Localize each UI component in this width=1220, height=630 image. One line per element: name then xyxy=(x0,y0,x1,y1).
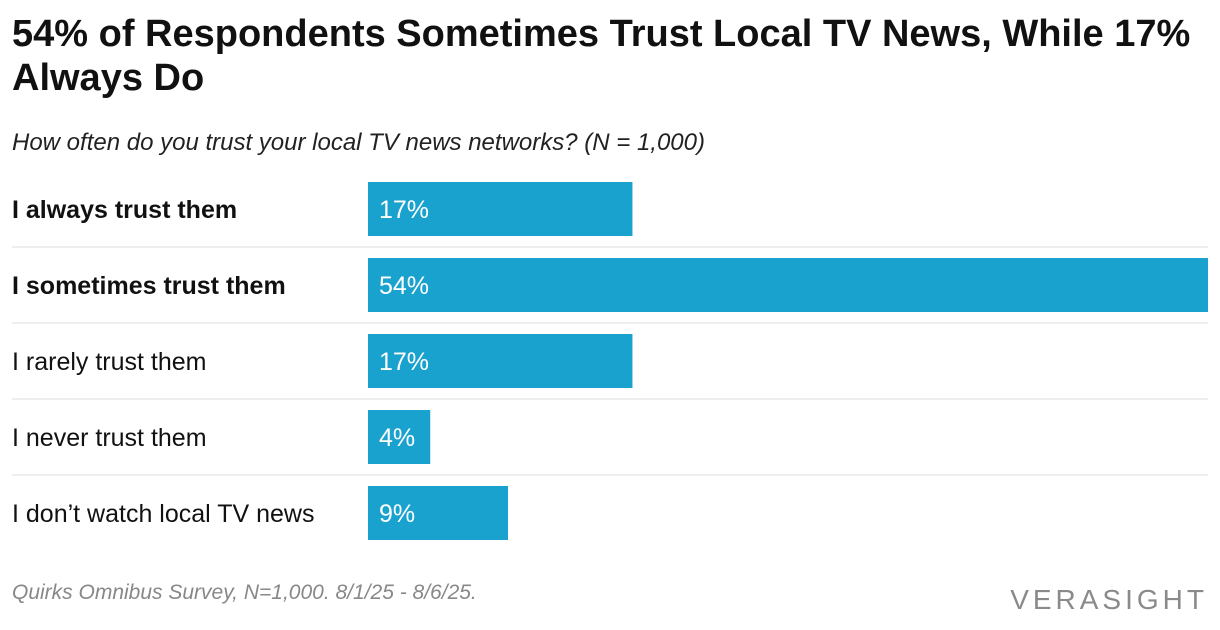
chart-subtitle: How often do you trust your local TV new… xyxy=(12,129,705,156)
category-label: I never trust them xyxy=(12,424,207,452)
bar xyxy=(368,182,633,236)
bar xyxy=(368,334,633,388)
bar-chart: I always trust them 17% I sometimes trust … xyxy=(12,182,1208,540)
value-label: 9% xyxy=(379,500,415,528)
value-label: 17% xyxy=(379,196,429,224)
brand-logo: VERASIGHT xyxy=(1010,584,1208,615)
category-label: I sometimes trust them xyxy=(12,272,286,300)
source-note: Quirks Omnibus Survey, N=1,000. 8/1/25 -… xyxy=(12,581,477,604)
chart-title: 54% of Respondents Sometimes Trust Local… xyxy=(12,13,1191,99)
bar xyxy=(368,486,508,540)
category-label: I always trust them xyxy=(12,196,237,224)
bar xyxy=(368,410,431,464)
value-label: 54% xyxy=(379,272,429,300)
category-label: I rarely trust them xyxy=(12,348,207,376)
category-label: I don’t watch local TV news xyxy=(12,500,314,528)
value-label: 17% xyxy=(379,348,429,376)
value-label: 4% xyxy=(379,424,415,452)
bar xyxy=(368,258,1208,312)
